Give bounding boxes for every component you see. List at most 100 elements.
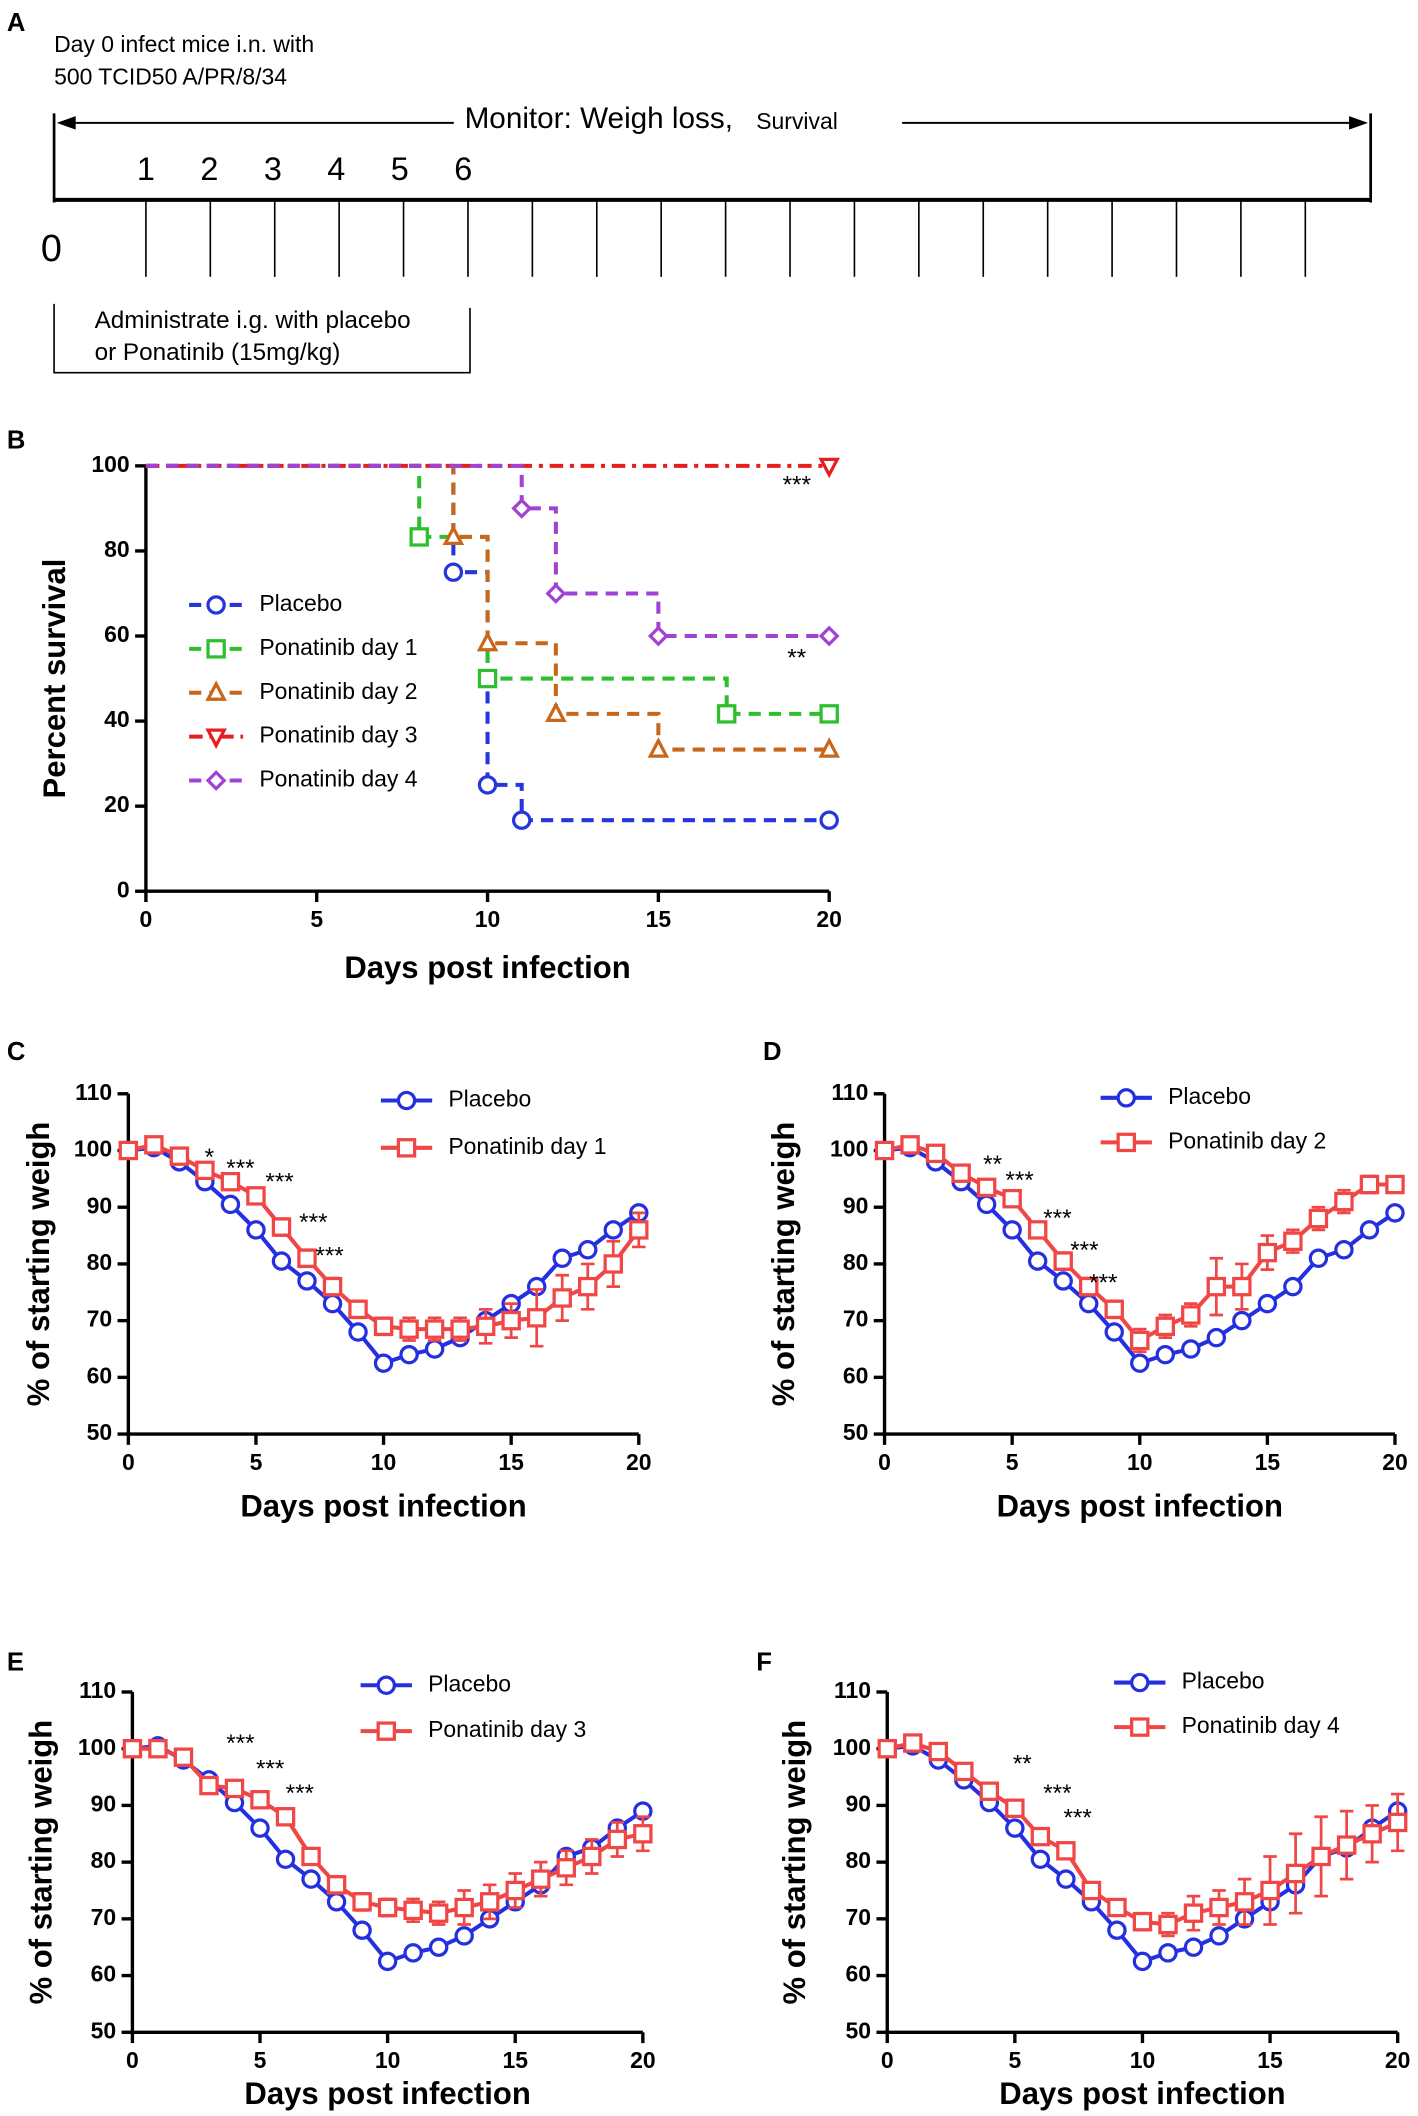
y-tick-label: 80 xyxy=(104,536,130,562)
series: Ponatinib day 1 xyxy=(145,463,839,724)
marker xyxy=(297,1271,317,1291)
marker xyxy=(1334,1240,1354,1260)
marker xyxy=(1027,1251,1048,1271)
marker xyxy=(1107,1897,1127,1918)
marker xyxy=(556,1858,576,1878)
marker xyxy=(454,1926,474,1946)
marker xyxy=(348,1299,368,1320)
marker xyxy=(1078,1276,1099,1297)
marker xyxy=(477,668,498,689)
x-tick-label: 0 xyxy=(122,1449,135,1475)
marker xyxy=(173,1747,194,1767)
x-tick-label: 10 xyxy=(371,1449,397,1475)
marker xyxy=(1209,1897,1229,1918)
marker xyxy=(377,1897,398,1918)
marker xyxy=(603,1254,623,1274)
legend-label: Placebo xyxy=(1182,1668,1265,1694)
y-tick-label: 80 xyxy=(87,1249,113,1275)
series: Ponatinib day 4 xyxy=(145,463,840,792)
marker xyxy=(607,1829,628,1850)
infection-text: 500 TCID50 A/PR/8/34 xyxy=(54,63,287,89)
marker xyxy=(322,1293,343,1314)
marker xyxy=(450,1319,470,1339)
marker xyxy=(647,737,670,758)
marker xyxy=(206,639,226,659)
legend-label: Placebo xyxy=(1168,1083,1251,1109)
survival-line xyxy=(145,463,830,752)
legend-label: Placebo xyxy=(448,1086,531,1112)
x-tick-label: 5 xyxy=(250,1449,263,1475)
marker xyxy=(818,457,840,479)
marker xyxy=(1005,1818,1025,1838)
marker xyxy=(1362,1824,1382,1844)
marker xyxy=(928,1741,949,1762)
y-tick-label: 80 xyxy=(846,1847,872,1873)
marker xyxy=(979,1781,1000,1801)
marker xyxy=(545,701,567,722)
day-label: 1 xyxy=(137,151,155,187)
marker xyxy=(1155,1316,1176,1337)
series: Ponatinib day 4 xyxy=(877,1712,1408,1938)
marker xyxy=(1206,1327,1227,1348)
marker xyxy=(199,1775,219,1796)
marker xyxy=(1257,1242,1278,1263)
marker xyxy=(220,1171,241,1192)
marker xyxy=(951,1163,971,1183)
legend-label: Ponatinib day 3 xyxy=(428,1716,586,1742)
monitor-text: Survival xyxy=(756,108,838,134)
y-tick-label: 80 xyxy=(91,1847,117,1873)
panel-letter: D xyxy=(763,1038,782,1066)
y-tick-label: 50 xyxy=(843,1419,869,1445)
x-tick-label: 20 xyxy=(1382,1449,1408,1475)
legend-label: Ponatinib day 4 xyxy=(259,766,417,792)
marker xyxy=(818,737,840,758)
series: Ponatinib day 1 xyxy=(118,1133,649,1348)
x-tick-label: 20 xyxy=(630,2047,656,2073)
marker xyxy=(326,1892,347,1912)
chart: F 50 60 70 80 90 100 110 0 5 10 15 20 Days post infec… xyxy=(756,1648,1410,2111)
marker xyxy=(224,1778,245,1799)
y-tick-label: 100 xyxy=(91,451,129,477)
marker xyxy=(511,498,533,519)
x-tick-label: 10 xyxy=(1127,1449,1153,1475)
y-tick-label: 100 xyxy=(830,1136,868,1162)
marker xyxy=(505,1880,525,1901)
marker xyxy=(301,1869,321,1889)
marker xyxy=(409,527,429,547)
marker xyxy=(348,1322,368,1342)
marker xyxy=(477,775,498,795)
x-tick-label: 0 xyxy=(881,2047,894,2073)
marker xyxy=(373,1316,394,1337)
arrow-head xyxy=(1349,116,1368,130)
treatment-text: or Ponatinib (15mg/kg) xyxy=(95,339,341,366)
marker xyxy=(475,1316,496,1337)
marker xyxy=(1359,1220,1380,1240)
x-axis-title: Days post infection xyxy=(999,2076,1285,2111)
marker xyxy=(205,728,227,750)
chart: C 50 60 70 80 90 100 110 0 5 10 15 20 Days post infec… xyxy=(7,1038,652,1523)
day-label: 3 xyxy=(264,151,282,187)
y-tick-label: 60 xyxy=(87,1362,113,1388)
treatment-bracket xyxy=(53,303,471,374)
marker xyxy=(118,1140,139,1161)
marker xyxy=(1158,1914,1178,1935)
x-tick-label: 5 xyxy=(254,2047,267,2073)
chart: D 50 60 70 80 90 100 110 0 5 10 15 20 Days post infec… xyxy=(763,1038,1408,1523)
y-tick-label: 90 xyxy=(843,1192,869,1218)
marker xyxy=(1078,1293,1099,1314)
marker xyxy=(1130,1353,1150,1373)
marker xyxy=(578,1240,598,1260)
marker xyxy=(1155,1344,1176,1365)
x-tick-label: 15 xyxy=(1257,2047,1283,2073)
marker xyxy=(818,625,840,647)
marker xyxy=(1130,1672,1150,1693)
significance: *** xyxy=(265,1168,294,1195)
legend-label: Placebo xyxy=(428,1670,511,1696)
y-tick-label: 60 xyxy=(843,1362,869,1388)
significance: *** xyxy=(1005,1167,1034,1194)
marker xyxy=(1130,1330,1150,1351)
marker xyxy=(819,704,839,724)
y-tick-label: 70 xyxy=(846,1904,872,1930)
marker xyxy=(1002,1220,1022,1240)
marker xyxy=(1260,1880,1280,1901)
